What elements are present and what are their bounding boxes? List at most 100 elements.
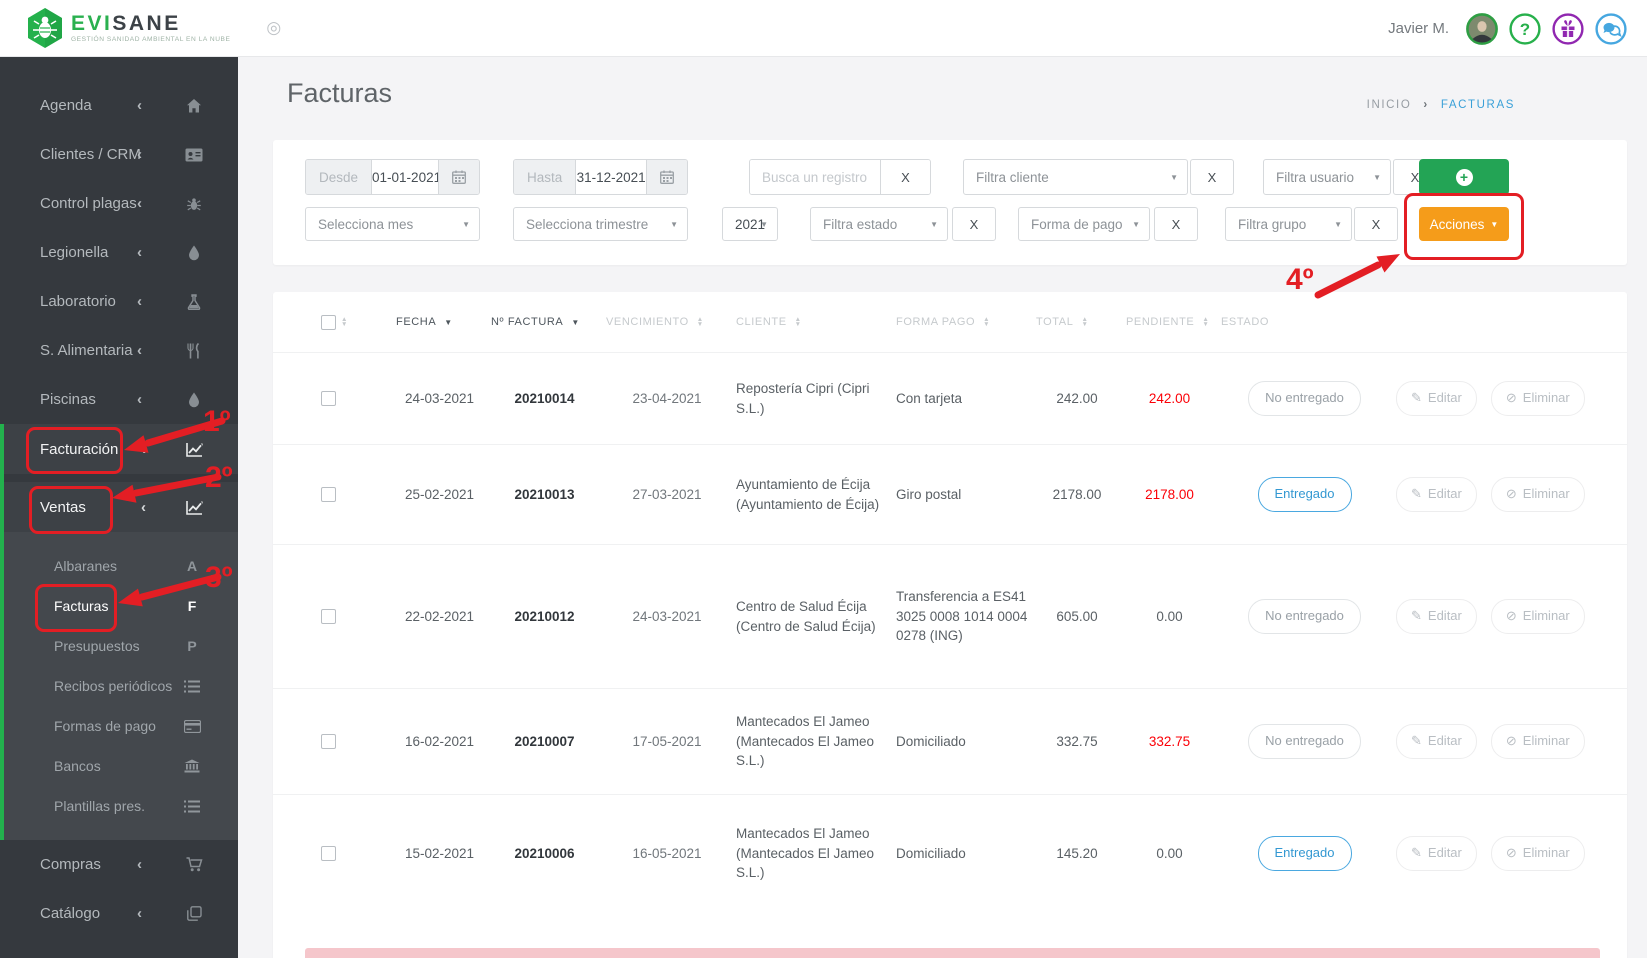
help-button[interactable]: ? [1509,12,1541,45]
header-estado[interactable]: ESTADO [1221,316,1270,328]
droplet-icon [184,392,204,408]
cell-vencimiento: 24-03-2021 [632,608,702,624]
submenu-item-bancos[interactable]: Bancos [4,746,238,786]
submenu-item-formas-de-pago[interactable]: Formas de pago [4,706,238,746]
calendar-icon[interactable] [438,160,479,194]
edit-button[interactable]: ✎ Editar [1396,836,1477,871]
sidebar-item-compras[interactable]: Compras ‹ [0,840,238,889]
caret-down-icon: ▼ [1334,219,1342,229]
breadcrumb-inicio[interactable]: INICIO [1366,99,1412,111]
submenu-item-recibos-periodicos[interactable]: Recibos periódicos [4,666,238,706]
header-num-factura[interactable]: Nº FACTURA ▼ [491,316,580,328]
acciones-button[interactable]: Acciones ▼ [1419,207,1509,241]
header-cliente[interactable]: CLIENTE ▲ ▼ [736,315,802,328]
header-pendiente[interactable]: PENDIENTE ▲ ▼ [1126,315,1210,328]
delete-button[interactable]: ⊘ Eliminar [1490,836,1585,871]
filter-grupo-select[interactable]: Filtra grupo ▼ [1225,207,1352,241]
status-badge[interactable]: No entregado [1248,381,1361,416]
flask-icon [184,293,204,310]
sidebar-item-ventas[interactable]: Ventas ‹ [4,482,238,532]
sidebar-item-catalogo[interactable]: Catálogo ‹ [0,889,238,938]
svg-text:?: ? [1520,20,1530,39]
cell-pendiente: 332.75 [1148,733,1191,749]
cart-icon [184,857,204,872]
row-checkbox[interactable] [321,734,336,749]
calendar-icon[interactable] [646,160,687,194]
delete-button[interactable]: ⊘ Eliminar [1490,724,1585,759]
submenu-item-plantillas-pres[interactable]: Plantillas pres. [4,786,238,826]
select-year[interactable]: 2021 ▼ [722,207,778,241]
brand-tagline: GESTIÓN SANIDAD AMBIENTAL EN LA NUBE [71,35,231,43]
cell-fecha: 15-02-2021 [404,845,475,861]
filter-forma-pago-select[interactable]: Forma de pago ▼ [1018,207,1150,241]
edit-button[interactable]: ✎ Editar [1396,381,1477,416]
sidebar-item-facturacion[interactable]: Facturación ‹ [4,424,238,474]
date-from-input[interactable] [372,160,438,194]
select-trimestre-placeholder: Selecciona trimestre [526,216,649,232]
header-fecha[interactable]: FECHA ▼ [396,316,453,328]
submenu-item-presupuestos[interactable]: Presupuestos P [4,626,238,666]
delete-button[interactable]: ⊘ Eliminar [1490,477,1585,512]
clear-grupo-button[interactable]: X [1354,207,1398,241]
sort-icon: ▲ ▼ [983,315,991,328]
date-to-group: Hasta [513,159,688,195]
edit-button[interactable]: ✎ Editar [1396,599,1477,634]
submenu-item-albaranes[interactable]: Albaranes A [4,546,238,586]
add-invoice-button[interactable]: + [1419,159,1509,195]
select-trimestre[interactable]: Selecciona trimestre ▼ [513,207,688,241]
sidebar-item-control-plagas[interactable]: Control plagas ‹ [0,179,238,228]
row-checkbox[interactable] [321,487,336,502]
clear-search-button[interactable]: X [880,160,930,194]
edit-button[interactable]: ✎ Editar [1396,724,1477,759]
sidebar-item-agenda[interactable]: Agenda ‹ [0,81,238,130]
collapse-sidebar-bullseye-icon[interactable]: ◎ [266,18,282,37]
row-checkbox[interactable] [321,609,336,624]
delete-button[interactable]: ⊘ Eliminar [1490,381,1585,416]
sidebar-item-s-alimentaria[interactable]: S. Alimentaria ‹ [0,326,238,375]
gift-button[interactable] [1552,12,1584,45]
app-logo[interactable]: EVISANE GESTIÓN SANIDAD AMBIENTAL EN LA … [26,7,230,49]
header-forma-pago[interactable]: FORMA PAGO ▲ ▼ [896,315,991,328]
filter-usuario-select[interactable]: Filtra usuario ▼ [1263,159,1391,195]
search-input[interactable] [750,160,880,194]
select-all-checkbox[interactable] [321,314,336,330]
clear-estado-button[interactable]: X [952,207,996,241]
sidebar-item-clientes-crm[interactable]: Clientes / CRM ‹ [0,130,238,179]
filter-estado-select[interactable]: Filtra estado ▼ [810,207,948,241]
clear-forma-pago-button[interactable]: X [1154,207,1198,241]
ban-icon: ⊘ [1505,486,1517,502]
sidebar-item-piscinas[interactable]: Piscinas ‹ [0,375,238,424]
select-mes[interactable]: Selecciona mes ▼ [305,207,480,241]
user-name[interactable]: Javier M. [1388,20,1449,37]
sidebar-item-laboratorio[interactable]: Laboratorio ‹ [0,277,238,326]
row-checkbox[interactable] [321,846,336,861]
sidebar-item-legionella[interactable]: Legionella ‹ [0,228,238,277]
submenu-item-facturas[interactable]: Facturas F [4,586,238,626]
caret-down-icon: ▼ [1170,172,1178,182]
caret-down-icon: ▼ [930,219,938,229]
chat-button[interactable] [1595,12,1627,45]
row-checkbox[interactable] [321,391,336,406]
sort-icon: ▲ ▼ [696,315,704,328]
sort-icon[interactable]: ▲ ▼ [341,315,349,328]
header-vencimiento[interactable]: VENCIMIENTO ▲ ▼ [606,315,704,328]
gift-icon [1552,12,1584,45]
filter-cliente-select[interactable]: Filtra cliente ▼ [963,159,1188,195]
breadcrumb-facturas[interactable]: FACTURAS [1440,99,1515,111]
edit-button[interactable]: ✎ Editar [1396,477,1477,512]
filter-estado-placeholder: Filtra estado [823,216,898,232]
pencil-icon: ✎ [1411,390,1422,406]
status-badge[interactable]: No entregado [1248,724,1361,759]
clear-cliente-button[interactable]: X [1190,159,1234,195]
header-total[interactable]: TOTAL ▲ ▼ [1036,315,1089,328]
filter-forma-pago-placeholder: Forma de pago [1031,216,1123,232]
status-badge[interactable]: Entregado [1257,836,1352,871]
date-to-input[interactable] [576,160,646,194]
cell-num-factura: 20210013 [514,486,575,502]
status-badge[interactable]: No entregado [1248,599,1361,634]
cell-fecha: 16-02-2021 [404,733,475,749]
delete-button[interactable]: ⊘ Eliminar [1490,599,1585,634]
user-avatar[interactable] [1466,12,1498,45]
status-badge[interactable]: Entregado [1257,477,1352,512]
filters-panel: Desde Hasta X Filtra cliente ▼ X Filtra … [273,140,1627,265]
